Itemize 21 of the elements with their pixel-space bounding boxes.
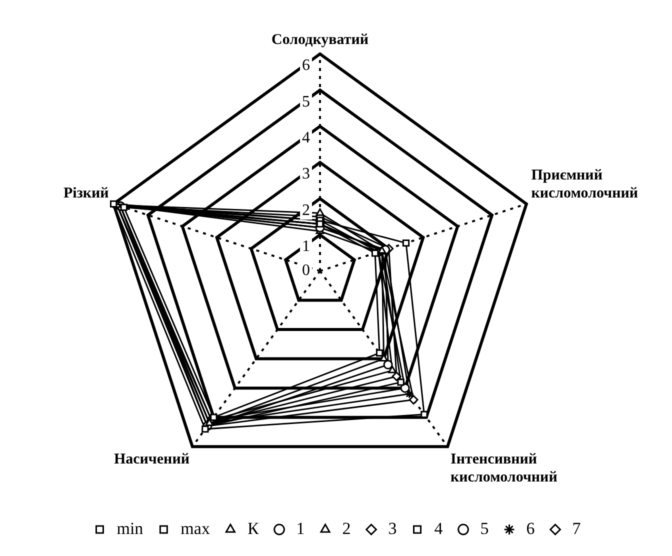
y-tick-label: 4 (302, 129, 310, 146)
legend-label: 3 (388, 518, 397, 538)
y-tick-label: 3 (302, 166, 310, 183)
legend-label: 2 (342, 518, 351, 538)
legend-label: К (247, 518, 260, 538)
y-tick-label: 2 (302, 202, 310, 219)
legend-label: 5 (480, 518, 489, 538)
legend-label: max (180, 518, 210, 538)
y-tick-label: 1 (302, 238, 310, 256)
legend-label: 7 (572, 518, 582, 538)
legend-label: 6 (526, 518, 535, 538)
spoke-label: Різкий (64, 185, 110, 202)
spoke-label: Солодкуватий (271, 32, 369, 48)
spoke-label: Насичений (114, 452, 190, 468)
legend-label: min (116, 518, 144, 538)
y-tick-label: 6 (302, 57, 310, 74)
spoke-label: Приємний кисломолочний (531, 167, 638, 202)
y-tick-label: 0 (302, 262, 310, 280)
y-tick-label: 5 (302, 93, 310, 110)
legend-label: 4 (434, 518, 444, 538)
spoke-label: Інтенсивний кисломолочний (450, 452, 558, 486)
